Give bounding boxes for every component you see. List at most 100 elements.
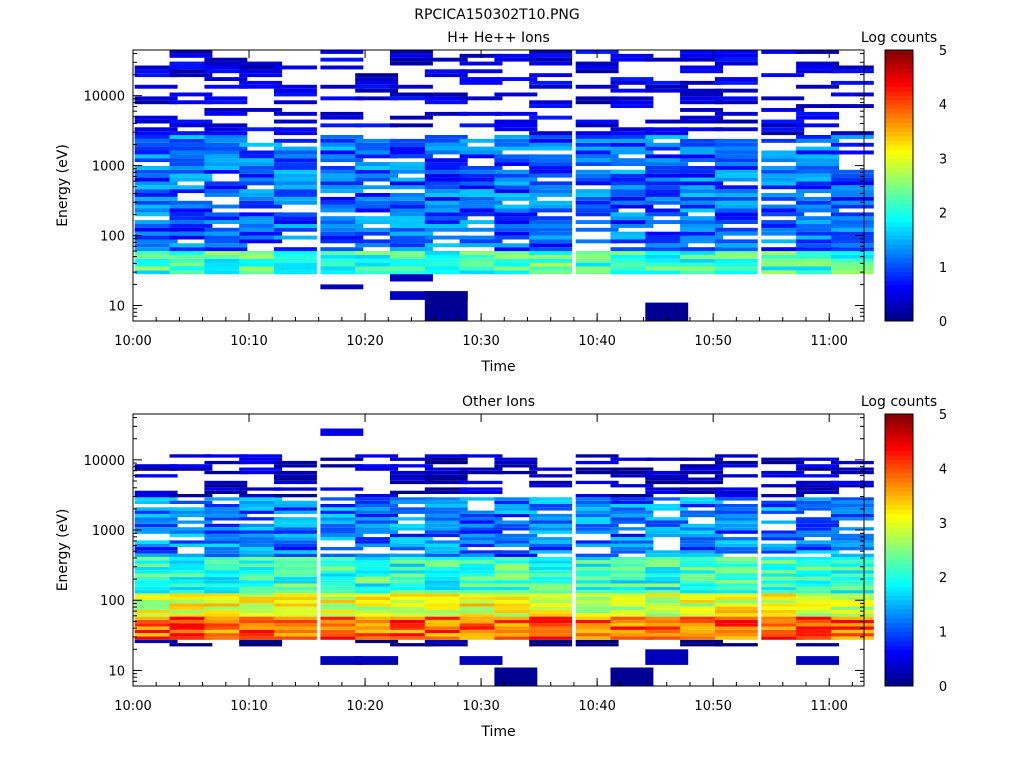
heatmap-cell <box>680 477 723 481</box>
heatmap-cell <box>714 193 758 197</box>
heatmap-cell <box>424 550 468 554</box>
heatmap-cell <box>424 173 468 178</box>
heatmap-cell <box>610 138 654 143</box>
heatmap-cell <box>796 50 839 54</box>
heatmap-cell <box>529 235 573 240</box>
heatmap-cell <box>134 69 178 74</box>
heatmap-cell <box>761 560 805 564</box>
heatmap-cell <box>494 464 538 468</box>
heatmap-cell <box>320 258 364 263</box>
heatmap-cell <box>239 177 283 182</box>
heatmap-cell <box>714 239 758 244</box>
heatmap-cell <box>320 196 364 201</box>
heatmap-cell <box>830 563 874 567</box>
heatmap-cell <box>424 69 468 74</box>
colorbar-segment <box>885 486 913 492</box>
heatmap-cell <box>459 636 503 640</box>
heatmap-cell <box>134 619 178 624</box>
heatmap-cell <box>274 480 317 485</box>
heatmap-cell <box>830 619 874 624</box>
heatmap-cell <box>714 119 758 124</box>
heatmap-cell <box>134 142 178 147</box>
heatmap-cell <box>169 61 213 66</box>
heatmap-cell <box>204 573 248 577</box>
heatmap-cell <box>424 227 468 232</box>
heatmap-cell <box>796 497 839 501</box>
heatmap-cell <box>529 216 573 221</box>
heatmap-cell <box>494 616 538 620</box>
heatmap-cell <box>575 573 619 577</box>
heatmap-cell <box>761 193 805 197</box>
heatmap-cell <box>134 513 178 518</box>
heatmap-cell <box>761 212 805 217</box>
heatmap-cell <box>274 613 317 617</box>
colorbar-segment <box>885 293 913 299</box>
colorbar-segment <box>885 586 913 592</box>
heatmap-cell <box>424 507 468 511</box>
heatmap-cell <box>320 629 364 634</box>
heatmap-cell <box>610 573 654 577</box>
heatmap-cell <box>390 243 433 248</box>
heatmap-cell <box>714 212 758 217</box>
heatmap-cell <box>830 193 874 197</box>
heatmap-cell <box>830 212 874 217</box>
heatmap-cell <box>424 573 468 577</box>
colorbar-segment <box>885 627 913 633</box>
heatmap-cell <box>529 513 573 518</box>
heatmap-cell <box>169 580 213 584</box>
heatmap-cell <box>320 547 364 551</box>
heatmap-cell <box>494 580 538 584</box>
heatmap-cell <box>761 131 805 136</box>
heatmap-cell <box>529 258 573 263</box>
heatmap-cell <box>830 224 874 228</box>
heatmap-cell <box>680 88 723 93</box>
heatmap-cell <box>529 537 573 541</box>
heatmap-cell <box>494 189 538 194</box>
plot-frame <box>132 49 865 322</box>
heatmap-cell <box>714 177 758 182</box>
heatmap-cell <box>680 146 723 151</box>
heatmap-cell <box>796 547 839 551</box>
heatmap-cell <box>494 460 538 465</box>
colorbar-segment <box>885 581 913 587</box>
heatmap-cell <box>355 262 399 267</box>
heatmap-cell <box>390 553 433 557</box>
heatmap-cell <box>390 262 433 267</box>
heatmap-cell <box>169 533 213 538</box>
heatmap-cell <box>134 494 178 498</box>
heatmap-cell <box>204 593 248 597</box>
heatmap-cell <box>239 510 283 514</box>
heatmap-cell <box>424 100 468 105</box>
heatmap-cell <box>239 470 283 475</box>
heatmap-cell <box>239 108 283 112</box>
heatmap-cell <box>459 510 503 514</box>
heatmap-cell <box>320 497 364 501</box>
heatmap-cell <box>830 258 874 263</box>
colorbar-segment <box>885 212 913 218</box>
heatmap-cell <box>714 169 758 174</box>
heatmap-cell <box>680 258 723 263</box>
heatmap-cell <box>575 540 619 544</box>
heatmap-cell <box>610 135 654 139</box>
heatmap-cell <box>830 220 874 224</box>
heatmap-cell <box>529 243 573 248</box>
heatmap-cell <box>796 573 839 577</box>
heatmap-cell <box>134 154 178 159</box>
heatmap-cell <box>529 247 573 252</box>
heatmap-cell <box>169 626 213 630</box>
heatmap-cell <box>529 600 573 604</box>
heatmap-cell <box>494 127 538 132</box>
heatmap-cell <box>680 643 723 647</box>
heatmap-cell <box>134 497 178 501</box>
heatmap-cell <box>239 204 283 209</box>
colorbar-segment <box>885 432 913 438</box>
heatmap-cell <box>459 540 503 544</box>
heatmap-cell <box>169 606 213 610</box>
heatmap-cell <box>796 135 839 139</box>
heatmap-cell <box>610 57 654 62</box>
colorbar-segment <box>885 527 913 533</box>
heatmap-cell <box>610 181 654 186</box>
heatmap-cell <box>494 533 538 538</box>
heatmap-cell <box>645 173 689 178</box>
heatmap-cell <box>390 636 433 640</box>
